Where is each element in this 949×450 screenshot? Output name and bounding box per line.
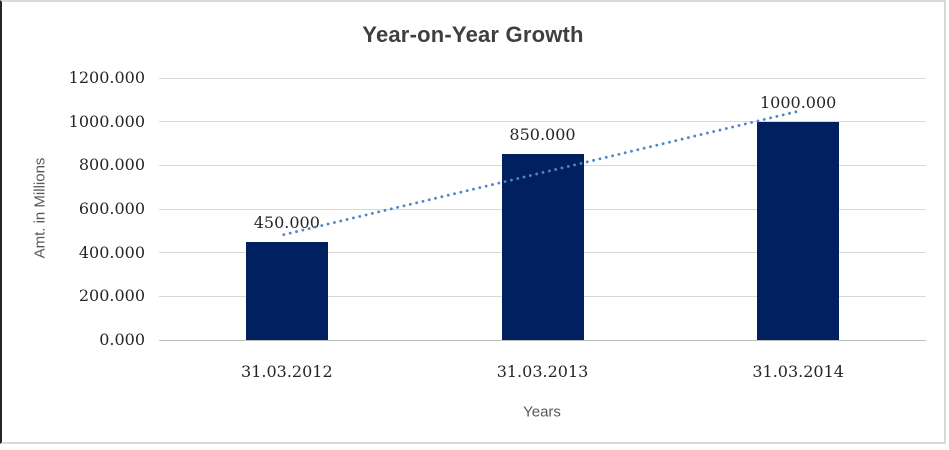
data-label: 450.000 — [253, 212, 320, 232]
y-tick-label: 1000.000 — [68, 111, 145, 131]
gridline — [159, 77, 926, 79]
y-tick-label: 1200.000 — [68, 68, 145, 87]
y-tick-label: 0.000 — [99, 330, 145, 349]
bar-31.03.2012 — [245, 241, 328, 340]
x-axis-line — [159, 339, 926, 341]
x-axis-title: Years — [523, 403, 561, 421]
x-tick-label: 31.03.2013 — [496, 362, 589, 381]
y-tick-label: 600.000 — [78, 199, 145, 218]
data-label: 850.000 — [509, 125, 576, 145]
chart-title: Year-on-Year Growth — [362, 22, 584, 47]
bar-31.03.2014 — [757, 121, 840, 340]
y-tick-label: 200.000 — [78, 286, 145, 306]
bar-31.03.2013 — [501, 154, 584, 340]
y-tick-label: 800.000 — [78, 155, 145, 175]
x-tick-label: 31.03.2012 — [241, 362, 333, 381]
y-tick-label: 400.000 — [78, 242, 145, 262]
data-label: 1000.000 — [759, 92, 837, 112]
x-tick-label: 31.03.2014 — [752, 362, 844, 381]
